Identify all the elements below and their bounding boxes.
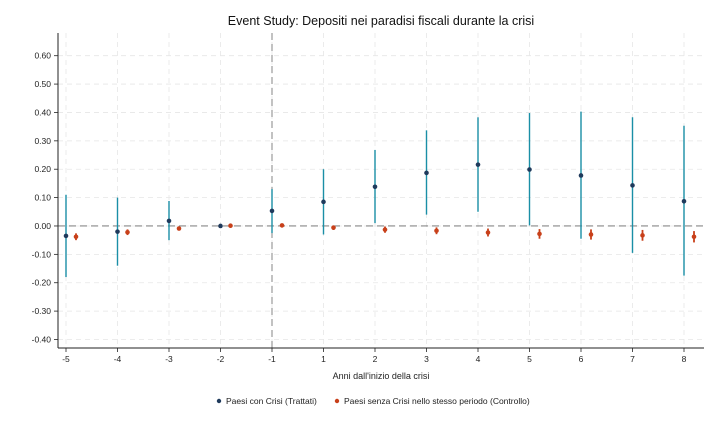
y-tick-label: -0.30 bbox=[32, 306, 52, 316]
x-tick-label: -3 bbox=[165, 354, 173, 364]
treated-point bbox=[681, 198, 687, 204]
x-axis-title: Anni dall'inizio della crisi bbox=[333, 371, 430, 381]
treated-point bbox=[630, 183, 635, 188]
treated-point bbox=[475, 162, 481, 167]
y-tick-label: -0.40 bbox=[32, 334, 52, 344]
y-tick-label: 0.00 bbox=[34, 221, 51, 231]
treated-point bbox=[218, 223, 223, 229]
x-tick-label: 6 bbox=[579, 354, 584, 364]
treated-point bbox=[424, 170, 429, 176]
control-point bbox=[228, 223, 233, 228]
chart-title: Event Study: Depositi nei paradisi fisca… bbox=[228, 14, 534, 28]
control-point bbox=[382, 227, 388, 232]
control-point bbox=[73, 234, 79, 240]
treated-point bbox=[166, 218, 172, 224]
treated-point bbox=[321, 199, 326, 205]
control-point bbox=[279, 223, 285, 228]
y-tick-label: -0.10 bbox=[32, 249, 52, 259]
control-point bbox=[537, 231, 542, 237]
x-tick-label: 5 bbox=[527, 354, 532, 364]
x-axis-ticks: -5 -4 -3 -2 -1 1 2 3 4 5 6 7 8 bbox=[62, 348, 687, 364]
treated-point bbox=[269, 208, 275, 214]
x-tick-label: -1 bbox=[268, 354, 276, 364]
x-tick-label: 1 bbox=[321, 354, 326, 364]
legend: Paesi con Crisi (Trattati) Paesi senza C… bbox=[216, 396, 530, 406]
control-point bbox=[485, 230, 491, 235]
control-point bbox=[176, 226, 182, 231]
legend-label-treated: Paesi con Crisi (Trattati) bbox=[226, 396, 317, 406]
treated-point bbox=[578, 173, 584, 178]
x-tick-label: -5 bbox=[62, 354, 70, 364]
grid-lines bbox=[58, 33, 704, 348]
x-tick-label: -2 bbox=[217, 354, 225, 364]
y-tick-label: 0.10 bbox=[34, 193, 51, 203]
legend-marker-control bbox=[334, 398, 340, 404]
treated-point bbox=[115, 229, 120, 234]
y-tick-label: 0.60 bbox=[34, 51, 51, 61]
treated-point bbox=[527, 167, 532, 172]
control-point bbox=[434, 228, 439, 234]
x-tick-label: -4 bbox=[114, 354, 122, 364]
axes bbox=[57, 33, 704, 349]
y-tick-label: 0.30 bbox=[34, 136, 51, 146]
control-point bbox=[691, 234, 697, 240]
control-point bbox=[588, 232, 594, 237]
y-tick-label: -0.20 bbox=[32, 278, 52, 288]
x-tick-label: 8 bbox=[682, 354, 687, 364]
control-point bbox=[640, 233, 645, 238]
y-axis-ticks: 0.60 0.50 0.40 0.30 0.20 0.10 0.00 -0.10 -0.20 -0… bbox=[32, 51, 58, 344]
treated-point bbox=[63, 233, 69, 239]
reference-lines bbox=[58, 33, 704, 348]
data-marks bbox=[63, 111, 697, 278]
x-tick-label: 2 bbox=[373, 354, 378, 364]
x-tick-label: 3 bbox=[424, 354, 429, 364]
y-tick-label: 0.50 bbox=[34, 79, 51, 89]
y-tick-label: 0.20 bbox=[34, 164, 51, 174]
treated-point bbox=[372, 184, 378, 190]
x-tick-label: 4 bbox=[476, 354, 481, 364]
control-point bbox=[331, 225, 336, 230]
y-tick-label: 0.40 bbox=[34, 107, 51, 117]
control-point bbox=[125, 229, 130, 235]
legend-label-control: Paesi senza Crisi nello stesso periodo (… bbox=[344, 396, 530, 406]
legend-marker-treated bbox=[216, 398, 222, 404]
x-tick-label: 7 bbox=[630, 354, 635, 364]
